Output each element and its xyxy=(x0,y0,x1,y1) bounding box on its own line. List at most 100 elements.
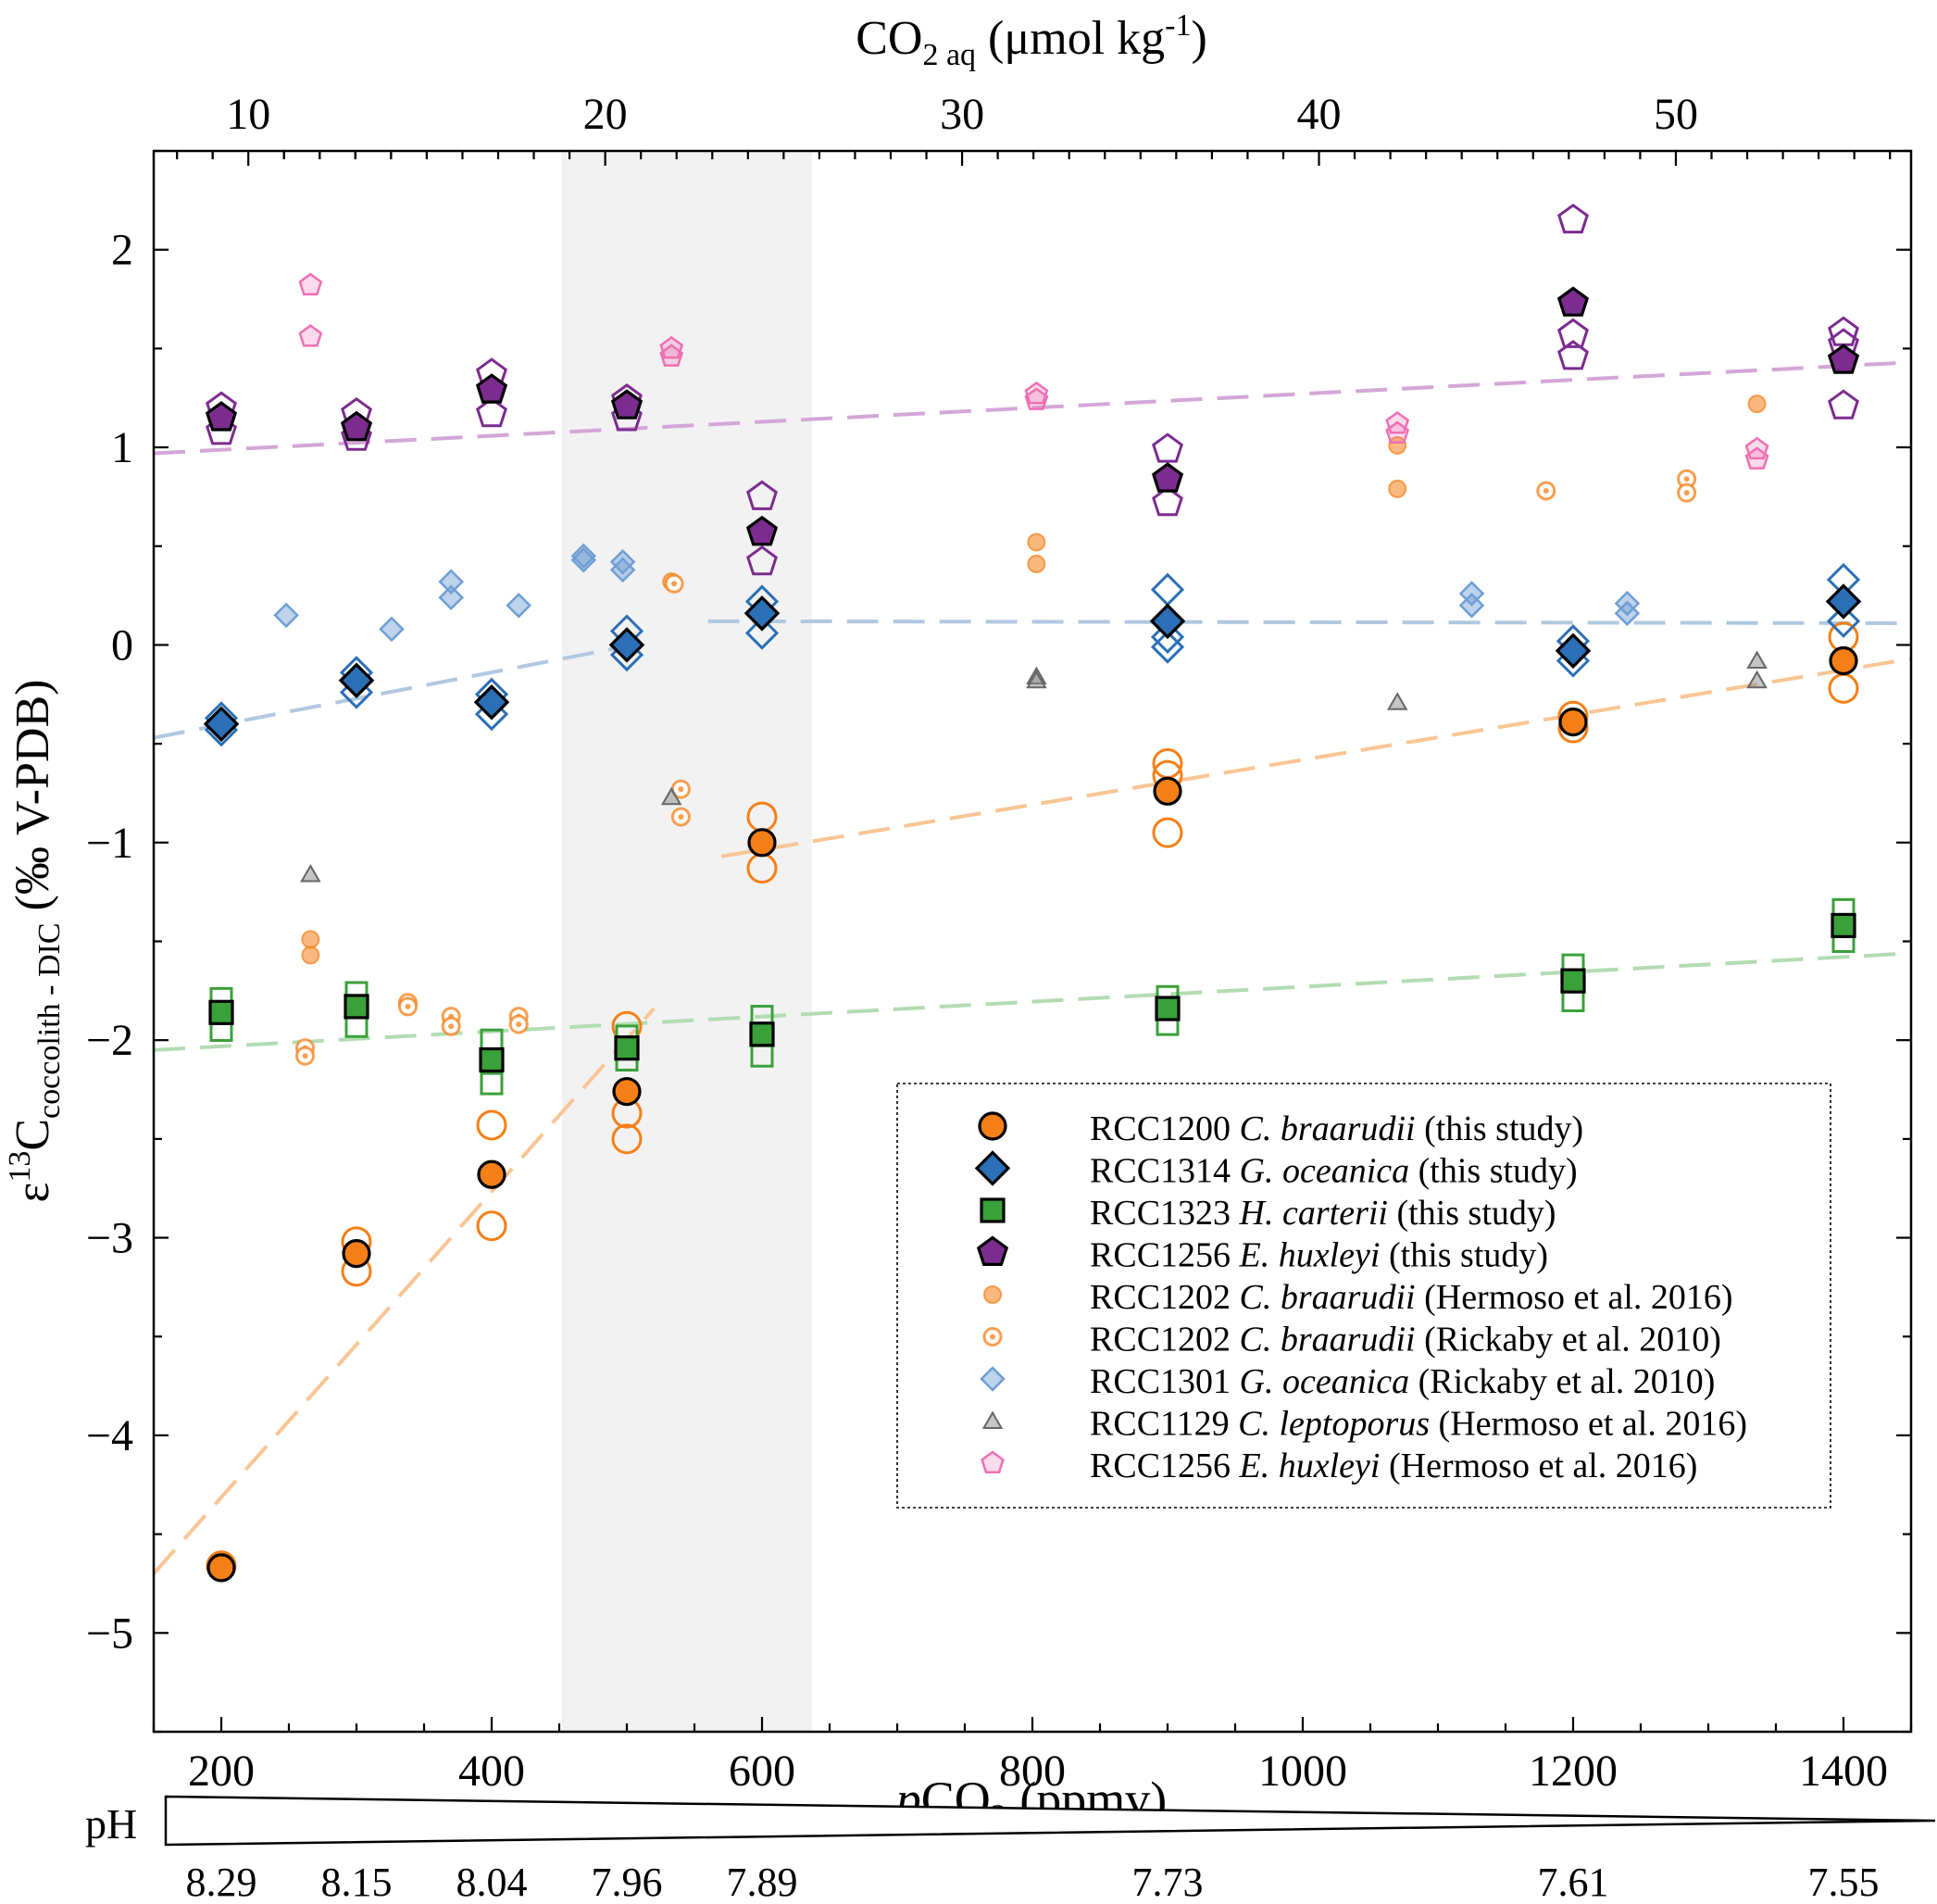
point-6 xyxy=(1614,600,1641,627)
point-1-mean xyxy=(608,627,645,663)
point-1-replicate xyxy=(1150,630,1185,664)
point-6 xyxy=(379,616,405,643)
ph-value: 7.89 xyxy=(727,1860,798,1904)
point-0-mean xyxy=(1153,776,1182,806)
point-2-mean xyxy=(344,994,369,1020)
top-tick-label: 30 xyxy=(940,90,984,139)
point-5 xyxy=(441,1016,461,1036)
legend-marker-1 xyxy=(974,1150,1011,1186)
legend-entry-5: RCC1202 C. braarudii (Rickaby et al. 201… xyxy=(1090,1321,1721,1359)
point-0-mean xyxy=(612,1077,642,1107)
point-2-mean xyxy=(479,1046,505,1073)
point-6 xyxy=(506,593,531,619)
point-0-mean xyxy=(477,1159,506,1189)
point-3-replicate xyxy=(1557,318,1589,348)
y-tick-label: −4 xyxy=(86,1411,133,1460)
point-0-mean xyxy=(747,828,777,858)
point-3-replicate xyxy=(1557,340,1589,370)
ph-value: 8.29 xyxy=(186,1860,257,1904)
point-5 xyxy=(1536,481,1556,501)
top-tick-label: 50 xyxy=(1654,90,1698,139)
top-tick-label: 10 xyxy=(226,90,270,139)
point-6 xyxy=(273,602,299,629)
trendline-1 xyxy=(153,639,655,740)
point-2-mean xyxy=(1560,968,1586,994)
legend-marker-0 xyxy=(978,1111,1007,1141)
point-8 xyxy=(1024,387,1049,410)
point-3-replicate xyxy=(1828,389,1859,420)
point-3-mean xyxy=(610,389,644,420)
legend: RCC1200 C. braarudii (this study) RCC1314… xyxy=(896,1083,1831,1509)
legend-marker-8 xyxy=(981,1450,1005,1473)
point-0-replicate xyxy=(611,1123,643,1155)
legend-entry-0: RCC1200 C. braarudii (this study) xyxy=(1090,1109,1583,1148)
point-3-replicate xyxy=(746,545,778,576)
point-2-mean xyxy=(614,1035,640,1061)
point-4 xyxy=(1747,395,1767,414)
ph-wedge xyxy=(164,1795,1936,1847)
y-axis-label: ε13Ccoccolith - DIC (‰ V-PDB) xyxy=(3,680,67,1203)
point-1-mean xyxy=(338,662,375,699)
data-points xyxy=(203,203,1862,1583)
point-6 xyxy=(1458,593,1485,619)
point-1-mean xyxy=(1825,583,1862,620)
point-1-mean xyxy=(744,595,781,632)
point-7 xyxy=(1746,650,1768,669)
point-3-replicate xyxy=(746,480,778,510)
point-8 xyxy=(1385,420,1410,445)
point-4 xyxy=(1388,435,1407,455)
y-tick-label: 1 xyxy=(111,423,133,472)
x-tick-label: 1400 xyxy=(1799,1747,1888,1796)
y-tick-label: 2 xyxy=(111,226,133,275)
legend-marker-3 xyxy=(976,1235,1009,1267)
point-1-replicate xyxy=(1150,572,1185,607)
point-8 xyxy=(298,272,323,296)
point-3-replicate xyxy=(476,396,507,428)
legend-box xyxy=(896,1083,1831,1509)
point-6 xyxy=(609,557,636,583)
x-tick-label: 600 xyxy=(729,1747,795,1796)
point-1-replicate xyxy=(1150,620,1185,655)
point-8 xyxy=(659,344,684,367)
point-0-mean xyxy=(1558,708,1588,737)
point-4 xyxy=(301,930,320,949)
point-2-replicate xyxy=(1561,989,1585,1013)
point-2-mean xyxy=(1155,996,1181,1021)
point-8 xyxy=(1024,381,1049,405)
y-tick-label: 0 xyxy=(111,620,133,670)
legend-entry-4: RCC1202 C. braarudii (Hermoso et al. 201… xyxy=(1090,1278,1733,1317)
ph-value: 8.15 xyxy=(321,1860,393,1904)
ph-label: pH xyxy=(85,1800,137,1848)
y-tick-label: −2 xyxy=(86,1016,133,1065)
point-1-replicate xyxy=(744,616,780,650)
point-8 xyxy=(298,324,323,347)
point-5 xyxy=(1677,482,1697,503)
point-1-mean xyxy=(1149,603,1186,640)
point-4 xyxy=(1388,479,1407,498)
legend-entry-3: RCC1256 E. huxleyi (this study) xyxy=(1090,1236,1548,1275)
point-2-mean xyxy=(1831,912,1856,939)
point-1-mean xyxy=(473,684,510,720)
point-3-mean xyxy=(340,410,373,442)
point-3-replicate xyxy=(1152,432,1183,463)
point-0-replicate xyxy=(476,1210,507,1242)
trendline-3 xyxy=(152,1007,656,1575)
x-tick-label: 400 xyxy=(458,1747,525,1796)
ph-value: 7.61 xyxy=(1538,1860,1609,1904)
point-7 xyxy=(1026,670,1047,689)
point-6 xyxy=(438,569,464,595)
x-tick-label: 1000 xyxy=(1258,1747,1347,1796)
point-0-replicate xyxy=(476,1109,507,1141)
point-3-mean xyxy=(205,401,238,432)
point-0-mean xyxy=(342,1239,371,1269)
trendline-4 xyxy=(720,657,1912,858)
point-6 xyxy=(438,584,464,610)
ph-scale: pH 8.29 8.15 8.04 7.96 7.89 7.73 7.61 7.55 xyxy=(85,1795,1936,1904)
point-3-replicate xyxy=(206,415,237,445)
legend-entry-1: RCC1314 G. oceanica (this study) xyxy=(1090,1152,1578,1191)
point-6 xyxy=(609,549,636,575)
legend-marker-5 xyxy=(982,1327,1003,1347)
point-5 xyxy=(1677,469,1697,489)
